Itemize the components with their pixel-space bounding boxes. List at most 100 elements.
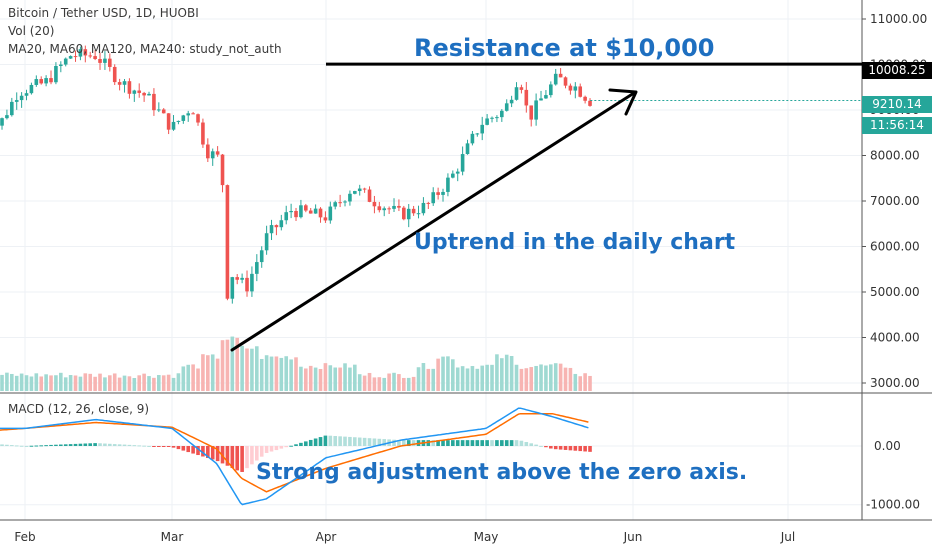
volume-bar	[274, 356, 279, 391]
macd-histogram-bar	[24, 445, 29, 447]
volume-bar	[534, 365, 538, 391]
candle-body	[157, 109, 161, 111]
candlestick	[519, 84, 524, 94]
volume-bar	[583, 373, 587, 391]
price-tick-label: 6000.00	[870, 240, 920, 254]
candle-body	[504, 103, 509, 111]
volume-bar	[137, 375, 142, 391]
volume-bar	[171, 377, 176, 391]
volume-bar	[19, 373, 24, 391]
time-tick-label: Mar	[161, 530, 184, 544]
volume-bar	[279, 357, 284, 391]
candlestick	[294, 207, 298, 221]
candle-body	[387, 208, 391, 210]
candlestick	[387, 206, 391, 214]
volume-bar	[514, 364, 519, 391]
volume-bar	[147, 376, 151, 391]
candlestick	[402, 205, 406, 221]
candlestick	[245, 270, 249, 297]
macd-histogram-bar	[455, 440, 460, 446]
candlestick	[5, 109, 9, 120]
macd-histogram-bar	[583, 446, 587, 452]
macd-histogram-bar	[299, 442, 303, 446]
macd-histogram	[0, 435, 592, 472]
candlestick	[166, 113, 171, 135]
candlestick	[495, 115, 499, 123]
macd-histogram-bar	[524, 442, 529, 446]
macd-histogram-bar	[441, 440, 445, 446]
macd-histogram-bar	[127, 444, 132, 446]
candlestick	[514, 82, 519, 101]
macd-histogram-bar	[78, 443, 83, 446]
candle-body	[0, 118, 4, 126]
volume-bars	[0, 336, 592, 391]
candle-body	[112, 66, 117, 83]
candle-body	[34, 79, 39, 85]
macd-histogram-bar	[152, 446, 156, 447]
volume-bar	[10, 373, 14, 391]
candle-body	[558, 73, 563, 78]
candle-body	[220, 154, 225, 186]
candlestick	[19, 92, 24, 108]
candlestick	[201, 118, 205, 148]
macd-histogram-bar	[304, 441, 308, 446]
candlestick	[318, 207, 323, 223]
candle-body	[210, 151, 215, 159]
macd-histogram-bar	[255, 446, 259, 461]
candle-body	[117, 82, 122, 85]
candlestick	[289, 203, 293, 219]
candlestick	[573, 82, 578, 99]
macd-histogram-bar	[49, 444, 53, 446]
candlestick	[112, 64, 117, 86]
volume-bar	[289, 359, 293, 391]
candle-body	[465, 143, 470, 155]
volume-bar	[500, 358, 504, 391]
candlestick	[215, 146, 220, 157]
candle-body	[73, 56, 78, 58]
candlestick	[338, 194, 342, 208]
candle-body	[524, 89, 529, 106]
macd-adjustment-annotation: Strong adjustment above the zero axis.	[256, 460, 748, 485]
volume-bar	[480, 365, 485, 391]
candle-body	[19, 95, 24, 101]
candle-body	[127, 81, 132, 94]
time-tick-label: Jul	[780, 530, 795, 544]
volume-bar	[426, 368, 431, 391]
macd-histogram-bar	[88, 443, 93, 446]
candle-body	[348, 193, 352, 202]
macd-histogram-bar	[103, 443, 107, 446]
macd-histogram-bar	[274, 446, 279, 451]
candle-body	[500, 110, 504, 118]
candlestick	[504, 99, 509, 112]
macd-histogram-bar	[289, 445, 293, 447]
candle-body	[284, 212, 289, 221]
macd-histogram-bar	[259, 446, 264, 457]
volume-bar	[215, 358, 220, 391]
volume-bar	[255, 346, 259, 391]
candlestick	[568, 83, 573, 95]
volume-bar	[343, 363, 347, 391]
volume-bar	[161, 375, 166, 391]
candle-body	[367, 189, 372, 202]
candlestick	[152, 88, 156, 116]
candlestick	[377, 201, 382, 213]
candle-body	[68, 56, 73, 59]
candle-body	[299, 205, 303, 218]
macd-histogram-bar	[210, 446, 215, 460]
volume-bar	[54, 375, 58, 391]
candlestick	[171, 115, 176, 131]
volume-bar	[465, 368, 470, 391]
candle-body	[44, 78, 48, 84]
candle-body	[313, 208, 318, 214]
candle-body	[161, 109, 166, 114]
volume-label: Vol (20)	[8, 24, 55, 38]
macd-histogram-bar	[509, 440, 514, 446]
candle-body	[122, 81, 127, 85]
candle-body	[93, 56, 97, 59]
volume-bar	[529, 367, 534, 391]
candle-body	[171, 121, 176, 130]
candlestick	[176, 120, 181, 125]
candlestick	[235, 274, 240, 285]
candlestick	[304, 203, 308, 213]
